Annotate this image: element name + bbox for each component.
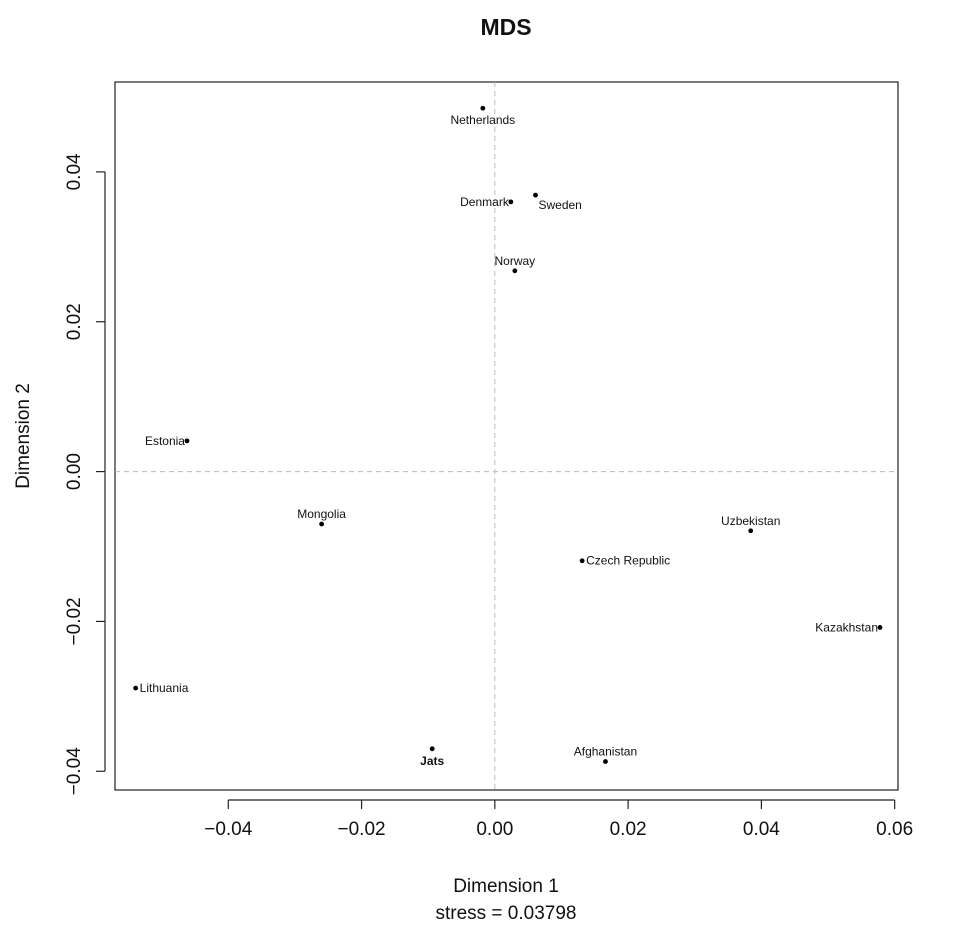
- plot-frame: [114, 81, 899, 791]
- data-point: [429, 746, 435, 752]
- point-label: Sweden: [538, 198, 581, 212]
- reference-lines: [115, 82, 898, 790]
- data-points: Netherlands Denmark Sweden Norway Estonia Mon…: [133, 105, 883, 768]
- x-tick-label: 0.06: [876, 819, 913, 840]
- y-tick-label: 0.02: [64, 303, 85, 340]
- point-label: Lithuania: [140, 681, 189, 695]
- data-point: [512, 268, 518, 274]
- data-point: [579, 558, 585, 564]
- point-label: Jats: [420, 754, 444, 768]
- x-axis: −0.04 −0.02 0.00 0.02 0.04 0.06: [204, 799, 913, 840]
- chart-title: MDS: [480, 14, 531, 40]
- data-point: [533, 192, 538, 198]
- x-tick-label: 0.00: [476, 819, 513, 840]
- data-point: [748, 528, 754, 534]
- point-label: Uzbekistan: [721, 514, 780, 528]
- data-point: [508, 199, 514, 205]
- point-label: Czech Republic: [586, 554, 670, 568]
- x-tick-label: 0.02: [610, 819, 647, 840]
- point-label: Denmark: [460, 195, 510, 209]
- point-label: Norway: [494, 254, 535, 268]
- stress-annotation: stress = 0.03798: [435, 903, 576, 924]
- point-label: Mongolia: [297, 507, 346, 521]
- x-tick-label: 0.04: [743, 819, 780, 840]
- x-tick-label: −0.04: [204, 819, 253, 840]
- x-axis-label: Dimension 1: [453, 876, 559, 897]
- y-tick-label: −0.04: [64, 747, 85, 796]
- data-point: [480, 105, 486, 111]
- y-tick-label: −0.02: [64, 597, 85, 645]
- y-tick-label: 0.00: [64, 453, 85, 490]
- data-point: [133, 685, 139, 691]
- y-axis: −0.04 −0.02 0.00 0.02 0.04: [64, 153, 106, 796]
- x-tick-label: −0.02: [338, 819, 386, 840]
- point-label: Estonia: [145, 434, 185, 448]
- point-label: Afghanistan: [574, 745, 637, 759]
- point-label: Kazakhstan: [815, 620, 878, 634]
- y-tick-label: 0.04: [64, 153, 85, 190]
- point-label: Netherlands: [450, 113, 515, 127]
- data-point: [877, 625, 883, 630]
- data-point: [184, 438, 190, 444]
- y-axis-label: Dimension 2: [13, 383, 34, 489]
- data-point: [603, 759, 608, 764]
- data-point: [319, 521, 324, 527]
